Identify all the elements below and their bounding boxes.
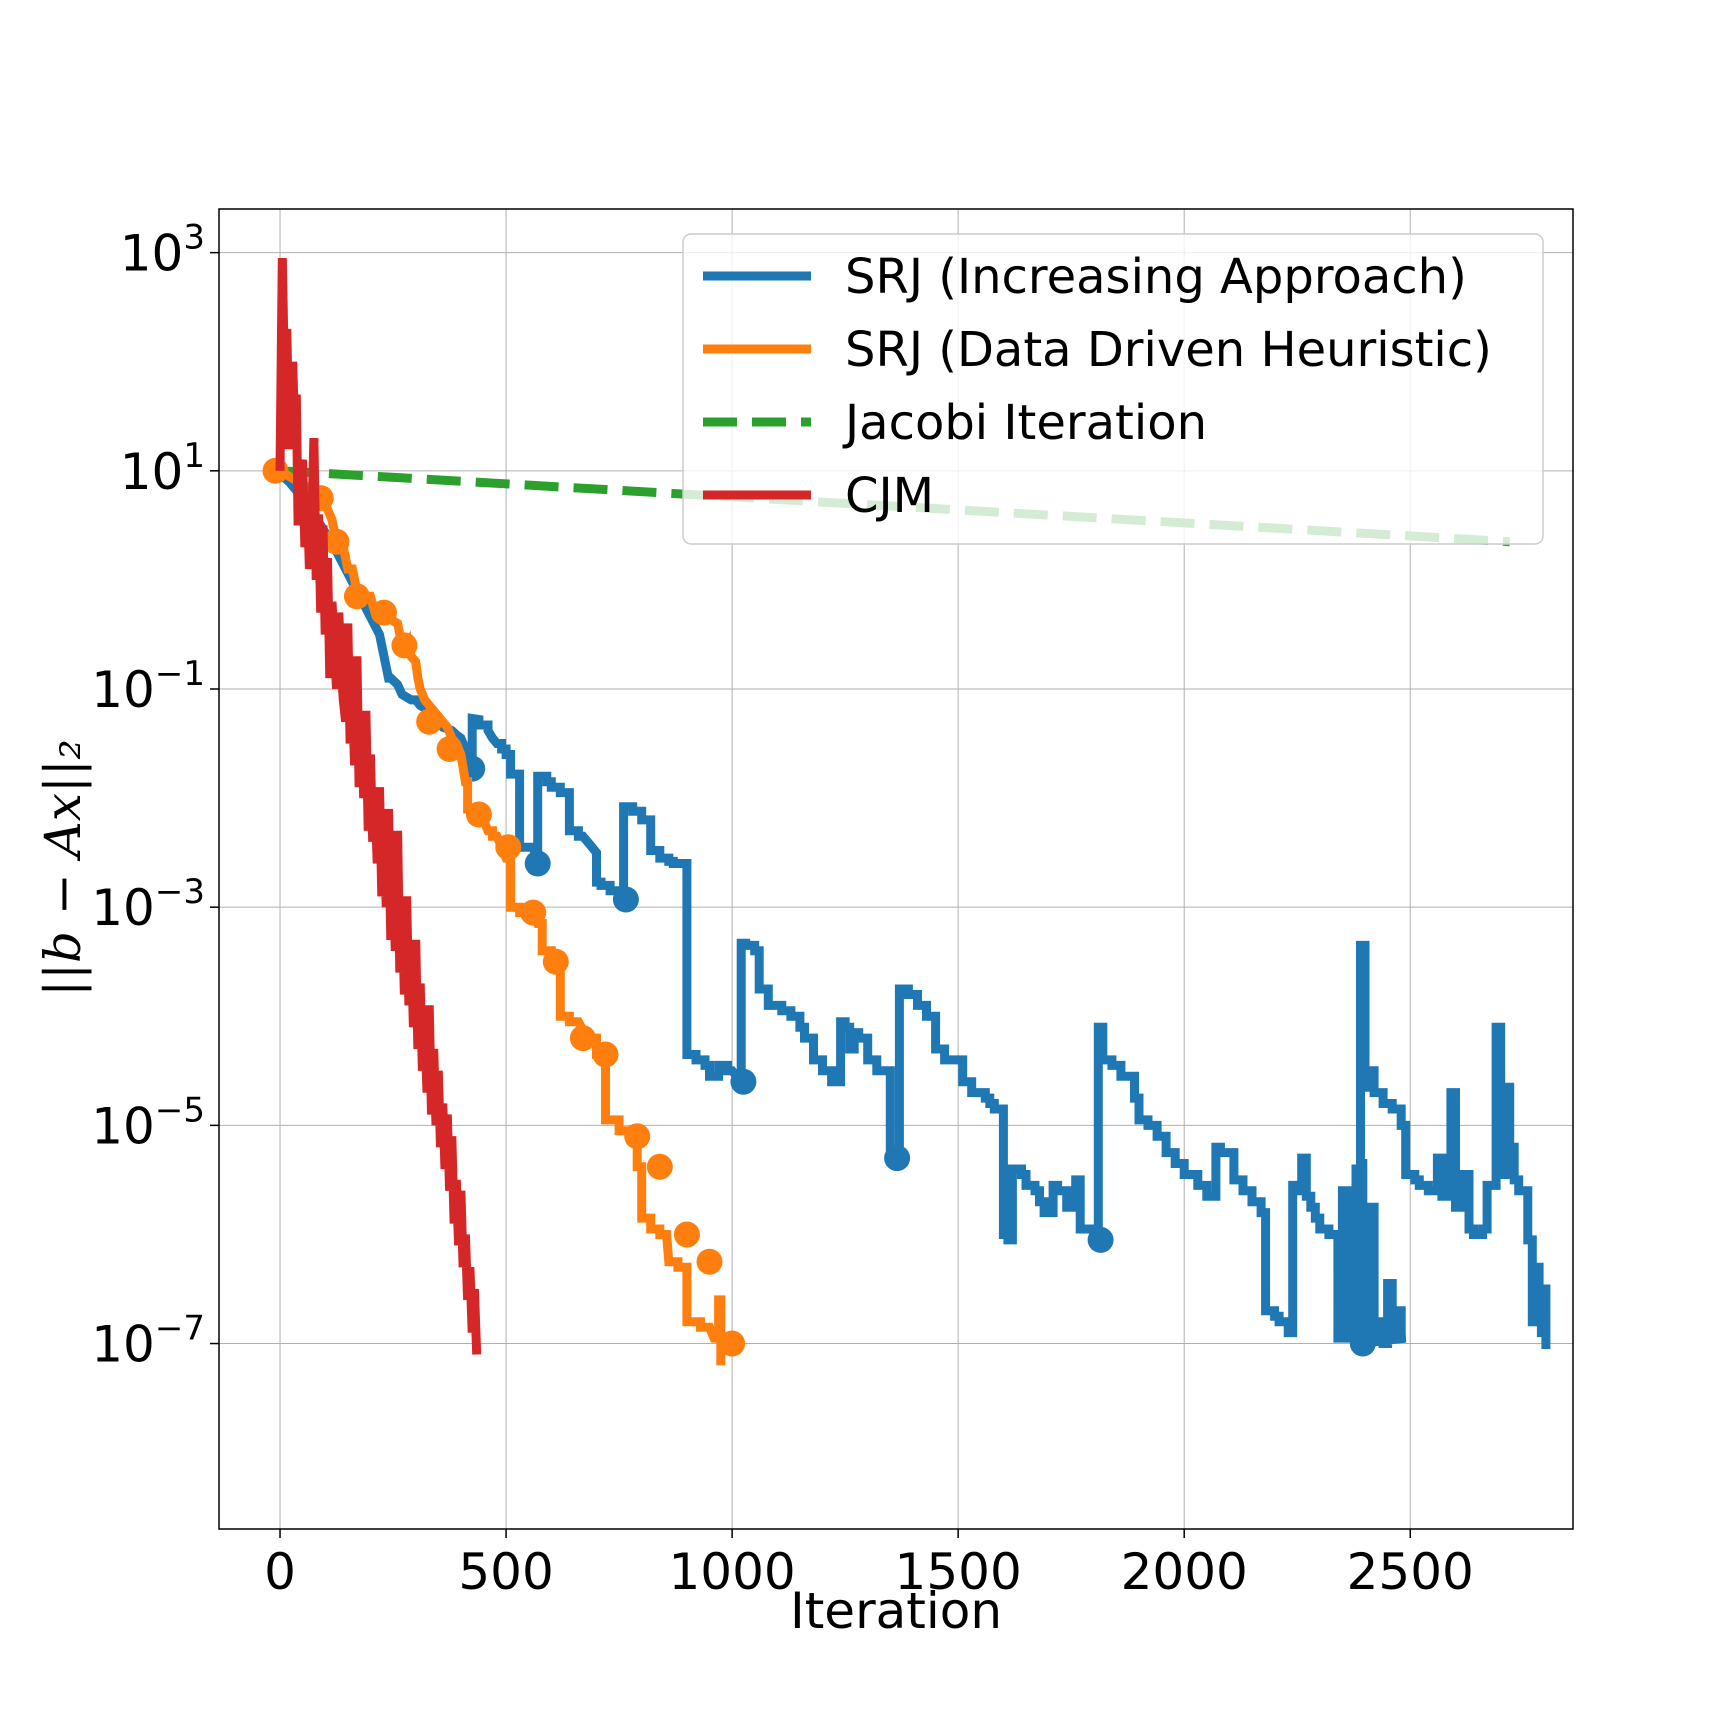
series-marker [416, 708, 443, 735]
series-marker [719, 1330, 746, 1357]
y-tick-label: 101 [120, 436, 205, 501]
series-marker [262, 457, 289, 484]
y-tick-base: 10 [120, 225, 184, 283]
series-marker [465, 801, 492, 828]
series-marker [569, 1025, 596, 1052]
series-marker [343, 583, 370, 610]
legend-label: Jacobi Iteration [842, 395, 1207, 451]
y-axis-label: ||b − Ax||₂ [34, 739, 92, 996]
y-tick-exponent: −7 [155, 1309, 205, 1349]
y-tick-label: 103 [120, 218, 205, 283]
series-marker [592, 1041, 619, 1068]
x-axis-label: Iteration [790, 1582, 1002, 1640]
series-marker [371, 599, 397, 626]
series-marker [436, 736, 463, 762]
y-tick-label: 10−1 [91, 654, 205, 719]
legend-label: CJM [845, 468, 934, 524]
y-tick-exponent: 1 [183, 436, 205, 476]
series-marker [730, 1068, 757, 1095]
series-marker [1349, 1330, 1376, 1357]
series-line-cjm [275, 258, 482, 1355]
series-marker [520, 899, 547, 926]
series-marker [612, 886, 639, 913]
y-tick-label: 10−3 [91, 872, 205, 937]
y-tick-base: 10 [91, 1316, 155, 1374]
series-line-srj-increasing-approach [272, 467, 1551, 1349]
legend-label: SRJ (Increasing Approach) [845, 249, 1467, 305]
y-tick-label: 10−5 [91, 1090, 205, 1155]
y-tick-base: 10 [91, 1097, 155, 1155]
y-tick-base: 10 [91, 879, 155, 937]
x-tick-label: 1500 [895, 1543, 1022, 1601]
series-marker [391, 632, 418, 659]
y-tick-label: 10−7 [91, 1309, 205, 1374]
series-marker [646, 1153, 673, 1180]
y-tick-base: 10 [120, 443, 184, 501]
y-tick-exponent: −1 [155, 654, 205, 694]
x-tick-label: 1000 [668, 1543, 795, 1601]
x-tick-label: 2000 [1121, 1543, 1248, 1601]
x-tick-label: 500 [458, 1543, 553, 1601]
series-marker [624, 1123, 651, 1150]
y-tick-exponent: 3 [183, 218, 205, 258]
x-tick-label: 2500 [1347, 1543, 1474, 1601]
series-marker [696, 1248, 723, 1275]
axes-frame [218, 208, 1574, 1530]
series-marker [884, 1145, 911, 1172]
y-tick-exponent: −5 [155, 1090, 205, 1130]
legend-box [682, 233, 1544, 545]
series-marker [673, 1221, 700, 1248]
x-axis-ticks: 0 500 1000 1500 2000 2500 [264, 1529, 1474, 1601]
series-marker [542, 948, 569, 975]
y-tick-base: 10 [91, 661, 155, 719]
y-tick-exponent: −3 [155, 872, 205, 912]
series-marker [1087, 1226, 1114, 1253]
legend: SRJ (Increasing Approach) SRJ (Data Drive… [682, 233, 1544, 545]
series-marker [495, 834, 522, 861]
legend-label: SRJ (Data Driven Heuristic) [845, 322, 1492, 378]
x-tick-label: 0 [264, 1543, 296, 1601]
series-marker [524, 850, 551, 877]
series-marker [323, 528, 350, 555]
